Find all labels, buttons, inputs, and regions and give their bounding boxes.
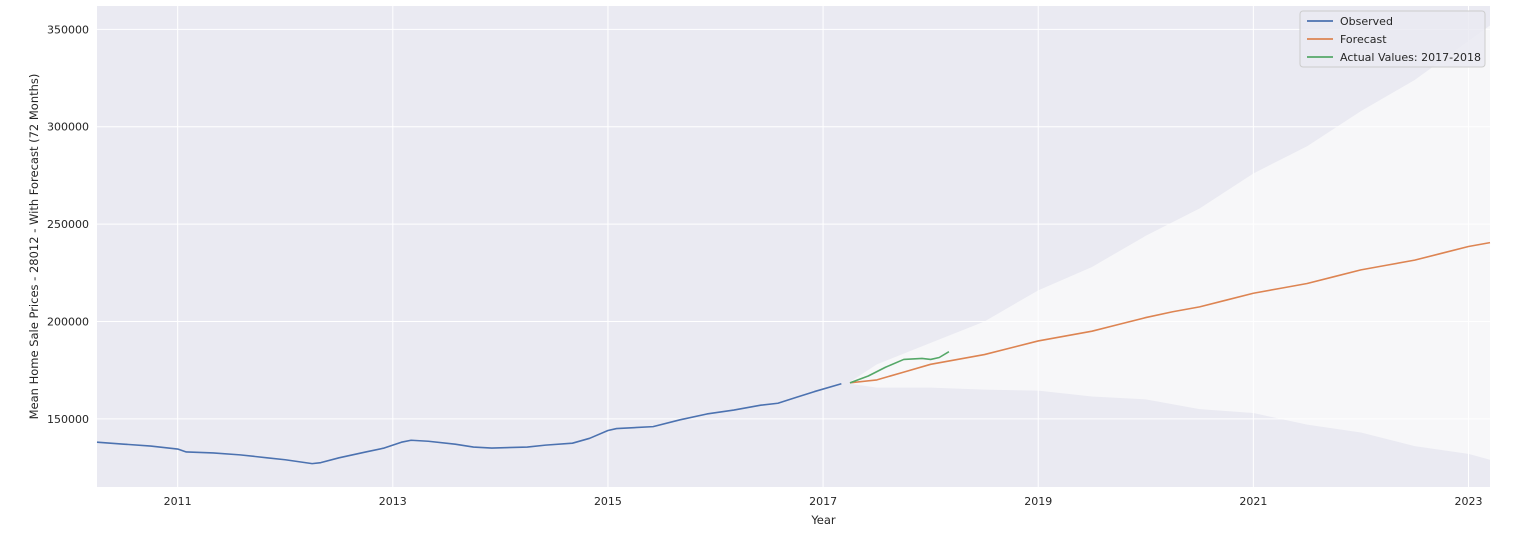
x-tick-label: 2011: [164, 495, 192, 508]
legend-label-3: Actual Values: 2017-2018: [1340, 51, 1481, 64]
y-axis-label: Mean Home Sale Prices - 28012 - With For…: [27, 74, 41, 420]
grid-layer: [97, 6, 1490, 487]
series-line-2: [849, 241, 1491, 384]
confidence-band: [849, 25, 1490, 460]
x-axis-label: Year: [810, 513, 836, 527]
x-axis-ticks: 2011 2013 2015 2017 2019 2021 2023: [164, 495, 1483, 508]
series-line-3: [849, 350, 950, 384]
x-tick-label: 2013: [379, 495, 407, 508]
y-tick-label: 150000: [47, 413, 89, 426]
y-tick-label: 250000: [47, 218, 89, 231]
legend-items: Observed Forecast Actual Values: 2017-2018: [1307, 15, 1481, 64]
x-tick-label: 2015: [594, 495, 622, 508]
series-layer: [96, 241, 1491, 465]
x-tick-label: 2019: [1024, 495, 1052, 508]
x-tick-label: 2023: [1454, 495, 1482, 508]
legend-label-1: Observed: [1340, 15, 1393, 28]
y-axis-ticks: 150000 200000 250000 300000 350000: [47, 23, 89, 425]
y-tick-label: 300000: [47, 121, 89, 134]
x-tick-label: 2017: [809, 495, 837, 508]
y-tick-label: 200000: [47, 315, 89, 328]
series-line-1: [96, 383, 842, 465]
confidence-band-layer: [849, 25, 1490, 460]
y-tick-label: 350000: [47, 23, 89, 36]
legend-box: [1299, 10, 1486, 68]
legend: Observed Forecast Actual Values: 2017-2018: [1299, 10, 1486, 68]
x-tick-label: 2021: [1239, 495, 1267, 508]
legend-label-2: Forecast: [1340, 33, 1387, 46]
